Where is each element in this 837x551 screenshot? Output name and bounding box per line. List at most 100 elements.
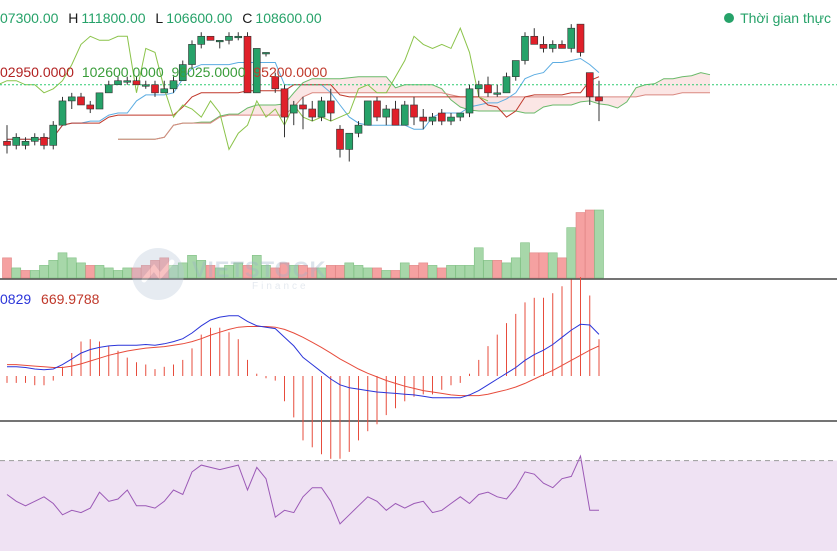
volume-bar — [464, 265, 475, 279]
candle-body — [30, 136, 39, 142]
candle-body — [484, 84, 492, 94]
volume-bar — [455, 265, 466, 279]
ohlc-close-key: C — [242, 10, 253, 26]
candle-body — [12, 136, 21, 146]
candle-body — [252, 48, 261, 94]
candle-body — [141, 84, 150, 87]
candle-body — [21, 141, 30, 146]
live-dot-icon — [724, 13, 735, 23]
candle-body — [456, 112, 465, 118]
ichimoku-value-1: 02950.0000 — [0, 64, 74, 80]
candle-body — [493, 92, 502, 95]
volume-bar — [76, 262, 86, 279]
candle-body — [95, 92, 104, 110]
volume-bar — [29, 270, 40, 279]
ichimoku-span-a — [118, 72, 711, 140]
volume-bar — [103, 267, 114, 279]
candle-body — [308, 108, 317, 118]
candle-body — [243, 35, 252, 94]
macd-line — [7, 315, 600, 399]
volume-bar — [11, 267, 22, 279]
volume-bar — [446, 265, 456, 279]
volume-bar — [48, 260, 59, 279]
volume-bar — [418, 262, 429, 279]
volume-bar — [594, 209, 604, 279]
candle-body — [289, 104, 298, 114]
ohlc-low-key: L — [155, 10, 164, 26]
candle-body — [206, 35, 215, 41]
volume-bar — [584, 209, 595, 279]
ohlc-open: 07300.00 — [0, 10, 59, 26]
candle-body — [363, 100, 372, 126]
ichimoku-value-3: 98025.0000 — [171, 64, 246, 80]
volume-bar — [325, 265, 336, 279]
volume-bar — [66, 257, 77, 279]
volume-bar — [492, 260, 503, 279]
volume-bar — [2, 257, 12, 279]
volume-bar — [473, 247, 484, 279]
candle-body — [558, 44, 566, 49]
volume-bar — [362, 267, 373, 279]
volume-bar — [547, 252, 558, 279]
candle-body — [410, 104, 418, 118]
candle-body — [382, 108, 391, 118]
volume-bar — [427, 265, 438, 279]
candle-body — [123, 80, 132, 83]
ichimoku-value-4: 95200.0000 — [253, 64, 328, 80]
candle-body — [502, 76, 511, 94]
candle-body — [548, 44, 557, 49]
candle-body — [215, 40, 224, 43]
candle-body — [576, 23, 585, 53]
volume-bar — [353, 265, 364, 279]
rsi-band — [0, 460, 837, 551]
realtime-indicator[interactable]: Thời gian thực — [724, 10, 831, 26]
candle-body — [225, 35, 233, 41]
candle-body — [3, 141, 11, 146]
candle-body — [465, 88, 474, 114]
volume-bar — [39, 265, 49, 279]
candle-body — [595, 96, 603, 102]
volume-bar — [20, 270, 31, 279]
candle-body — [49, 124, 58, 146]
volume-bar — [390, 270, 401, 279]
candle-body — [197, 35, 206, 45]
volume-bar — [409, 265, 419, 279]
vietstock-logo-icon — [132, 248, 184, 300]
ichimoku-span-b — [118, 92, 710, 140]
volume-bar — [510, 257, 521, 279]
volume-bar — [529, 252, 540, 279]
ohlc-close: 108600.00 — [255, 10, 322, 26]
candle-body — [178, 64, 187, 82]
volume-bar — [399, 262, 410, 279]
signal-value: 669.9788 — [41, 291, 100, 307]
candle-body — [234, 35, 243, 39]
volume-bar — [85, 265, 96, 279]
volume-bar — [566, 227, 577, 279]
ichimoku-cloud — [118, 72, 710, 140]
candle-body — [40, 136, 48, 146]
candle-body — [299, 104, 307, 110]
candle-body — [585, 72, 594, 98]
candle-body — [345, 132, 354, 150]
watermark-text: VIETSTOCK — [192, 256, 327, 282]
candle-body — [336, 128, 344, 150]
volume-bar — [520, 242, 530, 279]
candle-body — [326, 100, 335, 114]
candle-body — [354, 124, 363, 134]
ichimoku-value-2: 102600.0000 — [81, 64, 164, 80]
watermark-sub: Finance — [252, 280, 309, 292]
candle-body — [419, 116, 428, 122]
volume-bar — [113, 270, 123, 279]
candle-body — [400, 104, 409, 126]
candle-body — [539, 44, 548, 49]
candle-body — [169, 80, 178, 90]
candle-body — [280, 88, 289, 118]
macd-signal-line — [7, 326, 600, 397]
candle-body — [271, 76, 280, 90]
volume-bar — [436, 267, 447, 279]
candle-body — [58, 100, 67, 126]
volume-bar — [344, 262, 355, 279]
volume-bar — [483, 260, 493, 279]
